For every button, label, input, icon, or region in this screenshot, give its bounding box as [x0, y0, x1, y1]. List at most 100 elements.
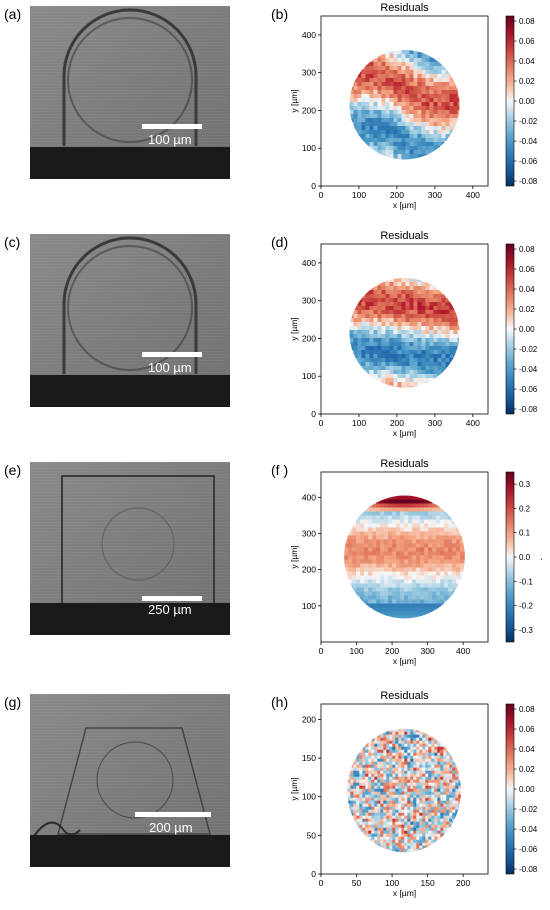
micrograph-svg [30, 694, 230, 867]
scale-bar [142, 596, 202, 601]
y-tick-label: 100 [302, 792, 316, 802]
colorbar-tick-label: -0.02 [519, 345, 538, 354]
plot-svg: 0 100 200 300 400 0 100 200 300 400 x [µm] y [µm] Re… [289, 230, 550, 438]
x-tick-label: 400 [466, 190, 480, 200]
y-tick-label: 200 [302, 714, 316, 724]
micrograph-svg [30, 462, 230, 635]
substrate [30, 147, 230, 179]
colorbar-tick-label: 0.00 [519, 325, 535, 334]
colorbar-tick-label: -0.08 [519, 177, 538, 186]
y-tick-label: 100 [302, 143, 316, 153]
residuals-plot: 0 100 200 300 400 0 100 200 300 400 x [µm] y [µm] Re… [272, 228, 550, 443]
colorbar [505, 15, 515, 187]
y-tick-label: 0 [311, 409, 316, 419]
y-tick-label: 400 [302, 258, 316, 268]
colorbar-tick-label: 0.0 [519, 553, 531, 562]
residual-heatmap [344, 495, 465, 619]
colorbar-tick-label: -0.02 [519, 117, 538, 126]
x-tick-label: 100 [349, 646, 363, 656]
chamber-outline [62, 8, 198, 146]
y-tick-label: 300 [302, 68, 316, 78]
residuals-plot: 0 100 200 300 400 0 100 200 300 400 x [µm] y [µm] Re… [272, 0, 550, 215]
x-tick-label: 300 [428, 418, 442, 428]
colorbar-tick-label: -0.06 [519, 385, 538, 394]
plot-svg: 0 50 100 150 200 0 50 100 150 200 x [µm] y [µm] Resi… [289, 690, 550, 898]
x-tick-label: 0 [319, 418, 324, 428]
x-axis-label: x [µm] [393, 200, 416, 210]
micrograph-svg [30, 6, 230, 179]
residuals-plot: 0 100 200 300 400 100 200 300 400 x [µm] y [µm] Res… [272, 456, 546, 671]
colorbar [505, 703, 515, 875]
panel-label-right: (d) [271, 234, 289, 250]
colorbar [505, 471, 515, 643]
figure-row: (g) 200 µm (h) 0 50 100 150 200 0 50 100 150 200 x [µ… [0, 688, 550, 910]
chamber-outline [62, 236, 198, 374]
colorbar-tick-label: -0.02 [519, 805, 538, 814]
micrograph-image: 100 µm [30, 234, 230, 407]
scale-bar-label: 200 µm [149, 820, 193, 835]
y-tick-label: 100 [302, 371, 316, 381]
plot-frame [320, 243, 489, 415]
colorbar-tick-label: 0.08 [519, 17, 535, 26]
colorbar-tick-label: 0.06 [519, 37, 535, 46]
colorbar-tick-label: -0.04 [519, 137, 538, 146]
panel-label-right: (h) [271, 694, 289, 710]
residual-heatmap [349, 278, 460, 388]
y-tick-label: 400 [302, 492, 316, 502]
colorbar [505, 243, 515, 415]
colorbar-tick-label: 0.04 [519, 285, 535, 294]
plot-frame [320, 471, 489, 643]
colorbar-tick-label: 0.02 [519, 77, 535, 86]
colorbar-tick-label: 0.06 [519, 725, 535, 734]
y-tick-label: 100 [302, 601, 316, 611]
colorbar-tick-label: -0.08 [519, 865, 538, 874]
colorbar-tick-label: 0.2 [519, 504, 531, 513]
x-axis-label: x [µm] [393, 888, 416, 898]
micrograph-image: 100 µm [30, 6, 230, 179]
panel-label-left: (g) [4, 694, 22, 710]
colorbar-tick-label: -0.08 [519, 405, 538, 414]
y-tick-label: 400 [302, 30, 316, 40]
y-axis-label: y [µm] [289, 317, 299, 340]
x-tick-label: 300 [421, 646, 435, 656]
x-tick-label: 150 [421, 878, 435, 888]
x-tick-label: 100 [352, 190, 366, 200]
plot-title: Residuals [380, 230, 429, 242]
panel-label-right: (b) [271, 6, 289, 22]
x-tick-label: 0 [319, 878, 324, 888]
colorbar-tick-label: -0.2 [519, 602, 533, 611]
chamber-outline [57, 727, 211, 835]
colorbar-tick-label: -0.04 [519, 365, 538, 374]
residuals-plot: 0 50 100 150 200 0 50 100 150 200 x [µm] y [µm] Resi… [272, 688, 550, 903]
plot-title: Residuals [380, 2, 429, 14]
residual-heatmap [347, 728, 461, 853]
panel-label-left: (e) [4, 462, 22, 478]
y-tick-label: 200 [302, 333, 316, 343]
colorbar-tick-label: 0.00 [519, 785, 535, 794]
y-tick-label: 0 [311, 181, 316, 191]
x-tick-label: 200 [385, 646, 399, 656]
x-axis-label: x [µm] [393, 428, 416, 438]
scale-bar [142, 124, 202, 129]
plot-frame [320, 703, 489, 875]
scale-bar-label: 100 µm [148, 360, 192, 375]
x-axis-label: x [µm] [393, 656, 416, 666]
colorbar-tick-label: 0.00 [519, 97, 535, 106]
figure-row: (c) 100 µm (d) 0 100 200 300 400 0 100 200 300 400 x … [0, 228, 550, 450]
x-tick-label: 100 [385, 878, 399, 888]
y-tick-label: 200 [302, 105, 316, 115]
colorbar-tick-label: 0.08 [519, 245, 535, 254]
colorbar-label: λ [541, 552, 542, 562]
panel-label-right: (f ) [271, 462, 289, 478]
y-tick-label: 0 [311, 869, 316, 879]
plot-frame [320, 15, 489, 187]
y-tick-label: 200 [302, 565, 316, 575]
colorbar-tick-label: 0.08 [519, 705, 535, 714]
colorbar-tick-label: 0.3 [519, 480, 531, 489]
scale-bar [142, 352, 202, 357]
micrograph-image: 200 µm [30, 694, 230, 867]
colorbar-tick-label: 0.1 [519, 529, 531, 538]
x-tick-label: 0 [319, 190, 324, 200]
x-tick-label: 0 [319, 646, 324, 656]
colorbar-tick-label: 0.02 [519, 765, 535, 774]
